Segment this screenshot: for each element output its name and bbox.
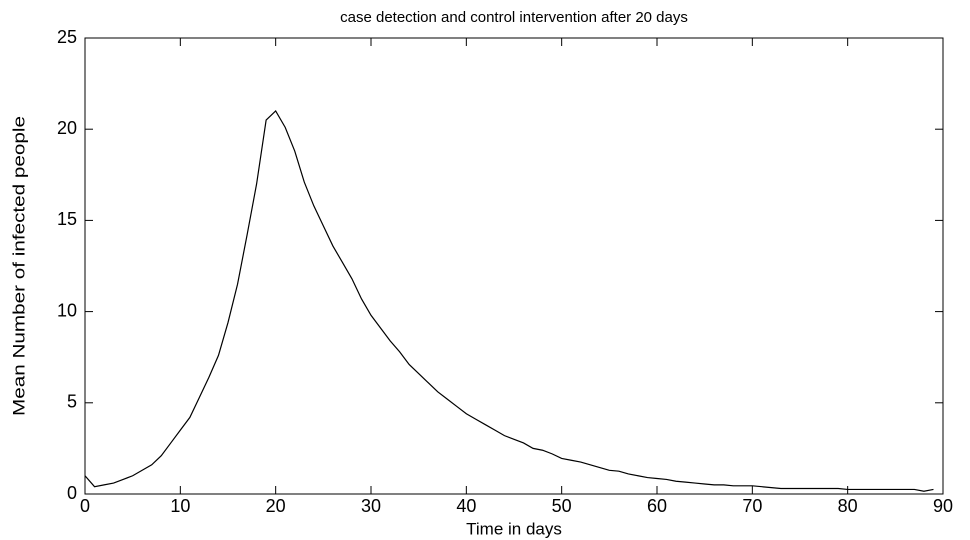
x-tick-label: 10 <box>170 496 190 516</box>
plot-frame <box>84 37 944 495</box>
x-tick-label: 40 <box>456 496 476 516</box>
x-tick-label: 90 <box>933 496 953 516</box>
x-tick-label: 0 <box>80 496 90 516</box>
y-tick-label: 20 <box>57 118 77 138</box>
line-series <box>84 109 934 492</box>
y-tick-label: 25 <box>57 27 77 47</box>
x-tick-label: 20 <box>266 496 286 516</box>
chart-title: case detection and control intervention … <box>340 9 688 26</box>
x-tick-label: 80 <box>838 496 858 516</box>
x-tick-label: 70 <box>742 496 762 516</box>
x-tick-label: 60 <box>647 496 667 516</box>
x-tick-label: 50 <box>552 496 572 516</box>
y-tick-label: 0 <box>67 483 77 503</box>
y-tick-label: 15 <box>57 209 77 229</box>
x-axis-label: Time in days <box>466 519 562 538</box>
y-tick-label: 10 <box>57 300 77 320</box>
y-axis-label: Mean Number of infected people <box>9 116 28 416</box>
x-tick-label: 30 <box>361 496 381 516</box>
y-tick-label: 5 <box>67 392 77 412</box>
